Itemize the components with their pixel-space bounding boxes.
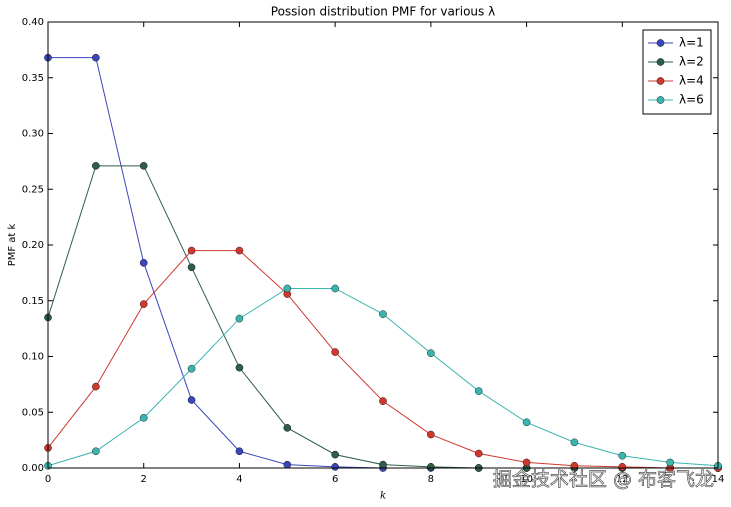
data-point bbox=[427, 430, 435, 439]
data-point bbox=[618, 451, 627, 460]
x-axis-label: k bbox=[380, 491, 386, 502]
y-tick-label: 0.20 bbox=[22, 240, 44, 251]
data-point bbox=[618, 463, 627, 471]
data-point bbox=[139, 414, 148, 422]
data-point bbox=[235, 447, 244, 456]
chart-title: Possion distribution PMF for various λ bbox=[271, 5, 495, 19]
data-point bbox=[331, 348, 339, 356]
data-point bbox=[92, 382, 100, 391]
data-point bbox=[283, 284, 292, 293]
data-point bbox=[187, 364, 196, 373]
data-point bbox=[92, 447, 100, 456]
y-tick-label: 0.35 bbox=[22, 73, 44, 84]
y-tick-label: 0.15 bbox=[22, 296, 44, 307]
x-tick-label: 2 bbox=[141, 474, 147, 485]
data-point bbox=[379, 310, 387, 318]
data-point bbox=[235, 314, 244, 323]
data-point bbox=[139, 162, 148, 170]
x-tick-label: 6 bbox=[332, 474, 338, 485]
y-tick-label: 0.00 bbox=[22, 463, 44, 474]
data-point bbox=[235, 246, 244, 255]
legend-marker bbox=[656, 58, 665, 66]
data-point bbox=[283, 460, 292, 469]
y-tick-label: 0.05 bbox=[22, 407, 44, 418]
data-point bbox=[379, 397, 387, 405]
data-point bbox=[522, 418, 531, 427]
plot-frame bbox=[47, 21, 719, 469]
watermark: 掘金技术社区 @ 布客飞龙 bbox=[493, 469, 714, 491]
legend-marker bbox=[656, 96, 665, 104]
y-axis-label: PMF at k bbox=[7, 223, 18, 266]
data-point bbox=[570, 438, 579, 447]
legend: λ=1 λ=2 λ=4 λ=6 bbox=[642, 29, 712, 115]
data-point bbox=[92, 53, 100, 62]
data-point bbox=[283, 424, 292, 432]
x-tick-label: 8 bbox=[428, 474, 434, 485]
data-point bbox=[474, 449, 483, 458]
data-point bbox=[427, 463, 435, 471]
data-point bbox=[187, 396, 196, 404]
data-point bbox=[187, 246, 196, 255]
data-point bbox=[427, 349, 435, 357]
legend-label: λ=1 bbox=[679, 36, 704, 50]
data-point bbox=[139, 259, 148, 267]
data-point bbox=[139, 300, 148, 308]
legend-label: λ=4 bbox=[679, 74, 704, 88]
data-point bbox=[666, 458, 674, 467]
data-point bbox=[474, 387, 483, 395]
x-tick-label: 14 bbox=[712, 474, 725, 485]
data-point bbox=[522, 458, 531, 467]
data-point bbox=[92, 162, 100, 170]
data-point bbox=[235, 363, 244, 372]
data-point bbox=[331, 284, 339, 293]
data-point bbox=[379, 460, 387, 469]
x-tick-label: 0 bbox=[45, 474, 51, 485]
y-tick-label: 0.30 bbox=[22, 129, 44, 140]
legend-label: λ=6 bbox=[679, 93, 704, 107]
x-tick-label: 12 bbox=[616, 474, 629, 485]
legend-marker bbox=[656, 77, 665, 85]
data-point bbox=[187, 263, 196, 272]
x-tick-label: 4 bbox=[236, 474, 242, 485]
data-point bbox=[331, 450, 339, 459]
data-point bbox=[331, 463, 339, 471]
x-tick-label: 10 bbox=[520, 474, 533, 485]
y-tick-label: 0.40 bbox=[22, 17, 44, 28]
y-tick-label: 0.10 bbox=[22, 352, 44, 363]
y-tick-label: 0.25 bbox=[22, 184, 44, 195]
legend-label: λ=2 bbox=[679, 55, 704, 69]
legend-marker bbox=[656, 39, 665, 47]
